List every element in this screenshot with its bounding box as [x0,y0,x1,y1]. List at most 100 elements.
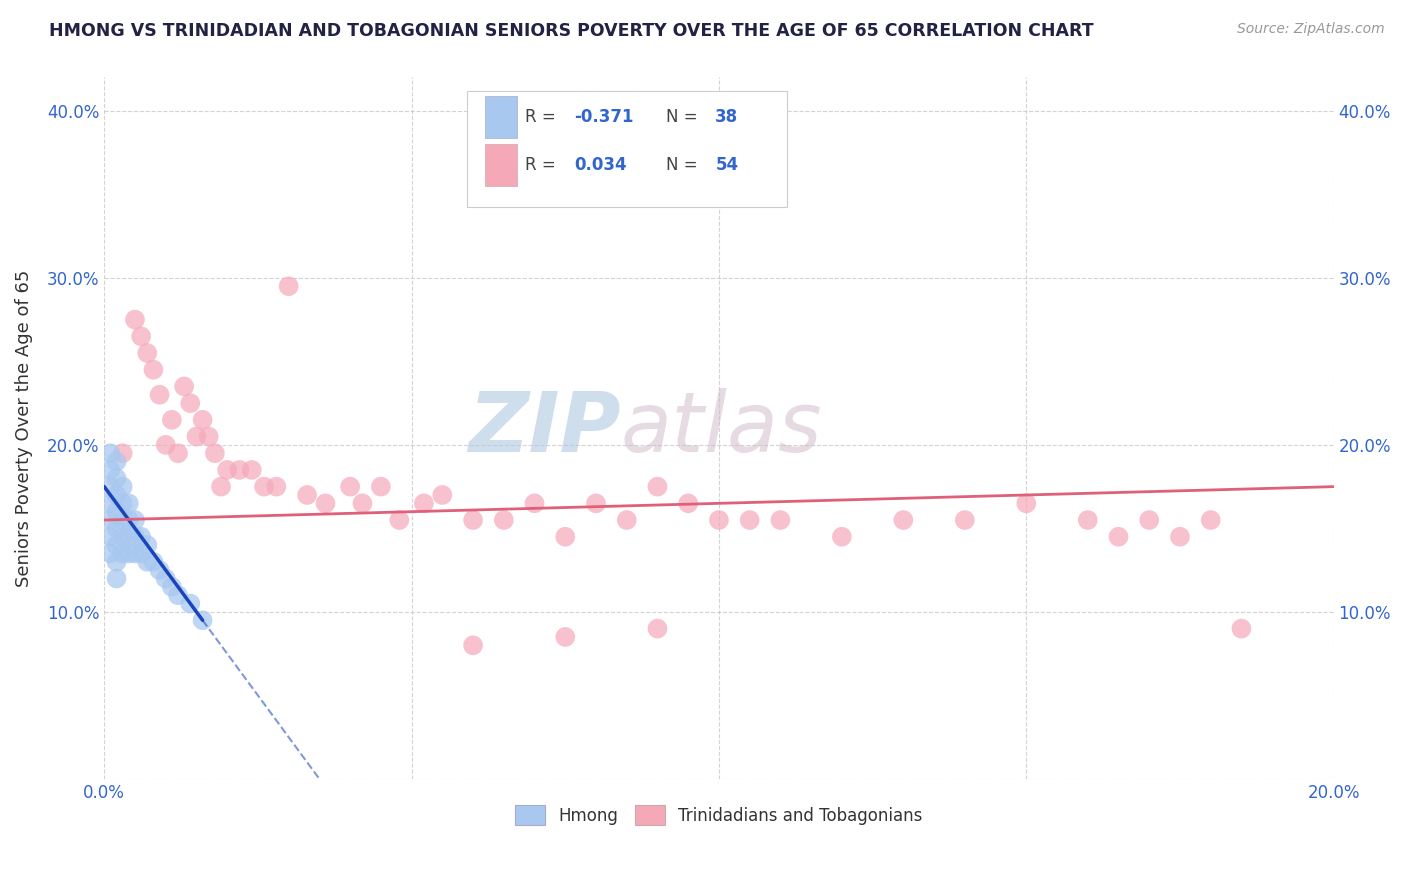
Point [315,496,337,510]
Point [100,446,122,460]
Point [124,530,146,544]
Point [100,530,122,544]
Point [191,413,214,427]
Point [388,513,411,527]
Y-axis label: Seniors Poverty Over the Age of 65: Seniors Poverty Over the Age of 65 [15,269,32,587]
Point [186,429,208,443]
Point [209,480,232,494]
Point [277,279,299,293]
Point [100,496,122,510]
Point [179,597,201,611]
Text: R =: R = [524,156,561,174]
Point [105,555,128,569]
Point [124,513,146,527]
Point [352,496,374,510]
Point [197,429,219,443]
Point [100,463,122,477]
Point [1108,530,1130,544]
Point [191,613,214,627]
Point [432,488,454,502]
Point [616,513,638,527]
Point [111,546,134,560]
Point [100,480,122,494]
Point [647,480,669,494]
Text: 38: 38 [716,108,738,126]
Point [118,496,141,510]
Point [136,538,159,552]
Point [155,438,177,452]
Point [124,312,146,326]
Point [118,530,141,544]
Text: HMONG VS TRINIDADIAN AND TOBAGONIAN SENIORS POVERTY OVER THE AGE OF 65 CORRELATI: HMONG VS TRINIDADIAN AND TOBAGONIAN SENI… [49,22,1094,40]
Point [204,446,226,460]
Point [339,480,361,494]
Legend: Hmong, Trinidadians and Tobagonians: Hmong, Trinidadians and Tobagonians [506,797,931,834]
Point [585,496,607,510]
Point [155,572,177,586]
Point [412,496,434,510]
Point [1168,530,1191,544]
Point [111,480,134,494]
Point [105,572,128,586]
Point [831,530,853,544]
Point [142,362,165,376]
Point [129,546,152,560]
Text: R =: R = [524,108,561,126]
Point [105,538,128,552]
Point [769,513,792,527]
Point [160,413,183,427]
Point [105,505,128,519]
FancyBboxPatch shape [485,145,517,186]
Point [461,638,484,652]
Point [118,546,141,560]
Point [253,480,276,494]
Point [370,480,392,494]
Point [100,546,122,560]
Point [240,463,263,477]
Point [111,496,134,510]
Point [105,521,128,535]
Point [1015,496,1038,510]
Point [173,379,195,393]
Point [554,630,576,644]
Point [129,329,152,343]
Text: 0.034: 0.034 [574,156,627,174]
Point [111,446,134,460]
Point [492,513,515,527]
Point [142,555,165,569]
Point [1077,513,1099,527]
Point [124,546,146,560]
Point [136,555,159,569]
Point [1199,513,1222,527]
Point [1137,513,1160,527]
Point [105,471,128,485]
Point [129,530,152,544]
Text: N =: N = [666,108,703,126]
Text: ZIP: ZIP [468,388,620,468]
Point [136,346,159,360]
Point [461,513,484,527]
Point [647,622,669,636]
Point [676,496,699,510]
Text: atlas: atlas [620,388,823,468]
Point [111,513,134,527]
Point [118,513,141,527]
Point [523,496,546,510]
Point [148,388,170,402]
Point [148,563,170,577]
Point [179,396,201,410]
Point [228,463,250,477]
Text: Source: ZipAtlas.com: Source: ZipAtlas.com [1237,22,1385,37]
FancyBboxPatch shape [485,96,517,137]
Point [554,530,576,544]
Text: -0.371: -0.371 [574,108,633,126]
Point [105,488,128,502]
Point [105,454,128,468]
Point [160,580,183,594]
Point [167,588,190,602]
Point [266,480,288,494]
Point [738,513,761,527]
Point [1230,622,1253,636]
Text: 54: 54 [716,156,738,174]
Text: N =: N = [666,156,703,174]
